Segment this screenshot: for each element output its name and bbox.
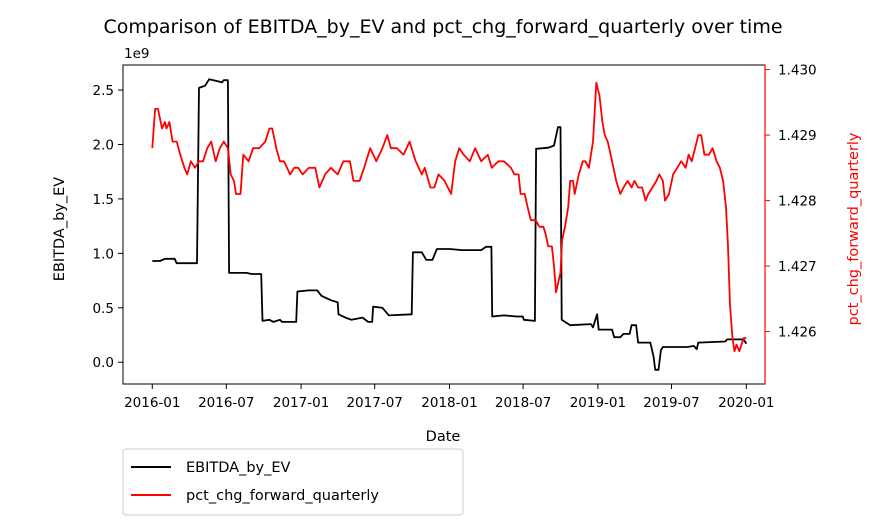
y-tick-label-left: 1.0 bbox=[93, 246, 114, 262]
y-tick-label-right: 1.426 bbox=[778, 325, 817, 341]
pct-chg-series-group bbox=[151, 81, 747, 353]
x-tick-label: 2017-01 bbox=[273, 395, 329, 411]
x-axis-label: Date bbox=[426, 429, 461, 445]
x-tick-label: 2016-07 bbox=[198, 395, 254, 411]
legend-label-ebitda: EBITDA_by_EV bbox=[186, 460, 291, 476]
y-tick-label-left: 0.5 bbox=[93, 301, 114, 317]
y-tick-label-right: 1.430 bbox=[778, 63, 817, 79]
y-tick-label-left: 1.5 bbox=[93, 192, 114, 208]
y-tick-label-right: 1.428 bbox=[778, 194, 817, 210]
x-tick-label: 2018-01 bbox=[421, 395, 477, 411]
pct-chg-line bbox=[151, 81, 747, 353]
x-tick-label: 2016-01 bbox=[124, 395, 180, 411]
x-tick-label: 2017-07 bbox=[346, 395, 402, 411]
chart-title: Comparison of EBITDA_by_EV and pct_chg_f… bbox=[103, 16, 782, 38]
y-tick-label-left: 2.5 bbox=[93, 83, 114, 99]
y-axis-label-right: pct_chg_forward_quarterly bbox=[846, 132, 862, 325]
y-axis-left: 0.0 0.5 1.0 1.5 2.0 2.5 bbox=[93, 83, 123, 371]
legend-frame bbox=[122, 448, 464, 516]
y-axis-right: 1.426 1.427 1.428 1.429 1.430 bbox=[764, 63, 817, 384]
x-axis: 2016-01 2016-07 2017-01 2017-07 2018-01 2018-… bbox=[124, 384, 775, 411]
plot-area bbox=[122, 64, 766, 385]
y-tick-label-right: 1.429 bbox=[778, 128, 817, 144]
x-tick-label: 2020-01 bbox=[718, 395, 774, 411]
offset-text: 1e9 bbox=[124, 46, 149, 62]
legend: EBITDA_by_EV pct_chg_forward_quarterly bbox=[122, 448, 464, 516]
x-tick-label: 2019-01 bbox=[570, 395, 626, 411]
legend-label-pct-chg: pct_chg_forward_quarterly bbox=[186, 488, 379, 504]
y-tick-label-left: 0.0 bbox=[93, 355, 114, 371]
x-tick-label: 2019-07 bbox=[643, 395, 699, 411]
y-tick-label-right: 1.427 bbox=[778, 259, 817, 275]
x-tick-label: 2018-07 bbox=[495, 395, 551, 411]
ebitda-series-group bbox=[152, 78, 748, 371]
y-tick-label-left: 2.0 bbox=[93, 137, 114, 153]
ebitda-line bbox=[152, 78, 748, 371]
y-axis-label-left: EBITDA_by_EV bbox=[52, 177, 68, 282]
